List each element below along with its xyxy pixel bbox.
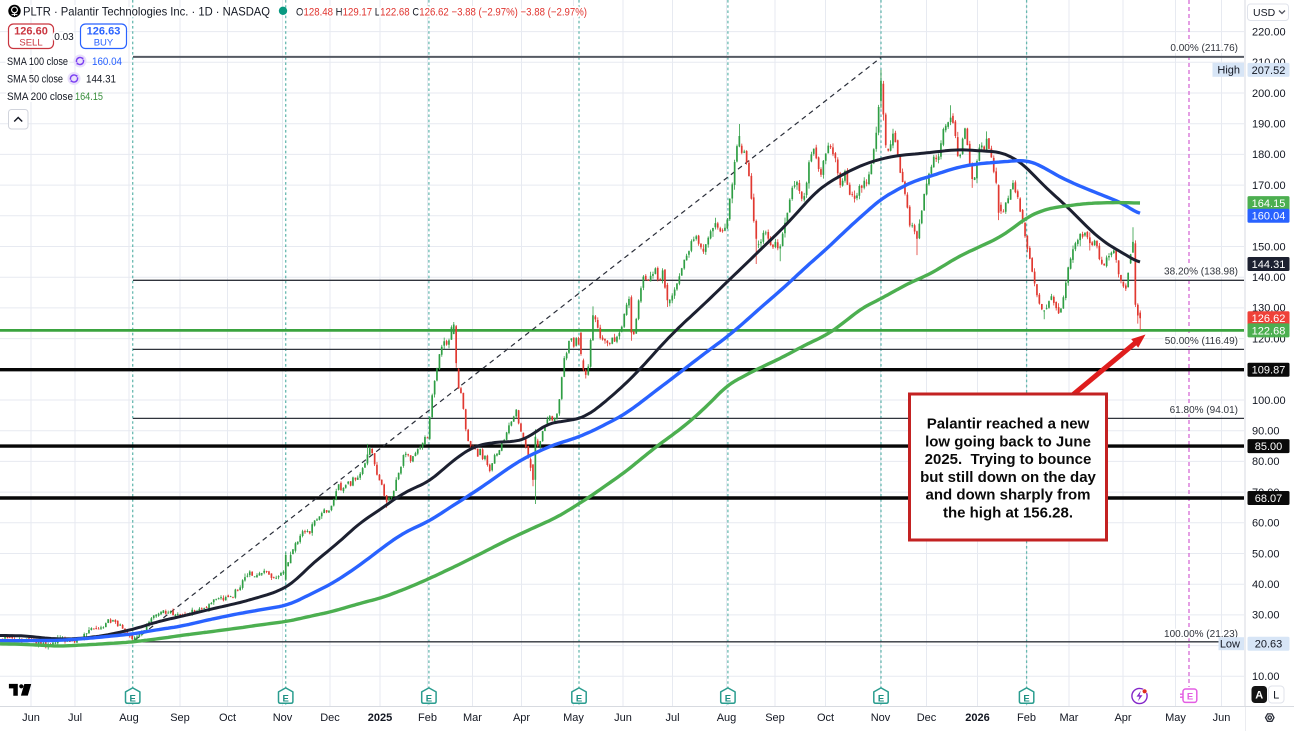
svg-text:90.00: 90.00 <box>1252 426 1280 438</box>
svg-text:50.00: 50.00 <box>1252 548 1280 560</box>
svg-text:Nov: Nov <box>273 712 293 724</box>
svg-text:E: E <box>878 693 884 704</box>
svg-text:Mar: Mar <box>1060 712 1079 724</box>
svg-text:38.20% (138.98): 38.20% (138.98) <box>1164 267 1238 278</box>
svg-text:0.03: 0.03 <box>54 32 74 43</box>
svg-text:2025: 2025 <box>368 712 392 724</box>
svg-text:109.87: 109.87 <box>1252 365 1286 377</box>
svg-text:the high at 156.28.: the high at 156.28. <box>943 505 1073 522</box>
svg-text:170.00: 170.00 <box>1252 180 1286 192</box>
svg-text:May: May <box>1165 712 1186 724</box>
svg-text:50.00% (116.49): 50.00% (116.49) <box>1165 336 1238 347</box>
svg-text:40.00: 40.00 <box>1252 579 1280 591</box>
svg-text:Jun: Jun <box>1213 712 1231 724</box>
svg-text:207.52: 207.52 <box>1252 65 1286 77</box>
svg-text:low going back to June: low going back to June <box>925 433 1091 450</box>
svg-text:Apr: Apr <box>1114 712 1131 724</box>
svg-text:E: E <box>725 693 731 704</box>
svg-text:20.63: 20.63 <box>1255 639 1283 651</box>
svg-text:180.00: 180.00 <box>1252 149 1286 161</box>
svg-text:100.00: 100.00 <box>1252 395 1286 407</box>
svg-text:E: E <box>130 693 136 704</box>
svg-text:E: E <box>1187 692 1193 703</box>
svg-text:E: E <box>1023 693 1029 704</box>
svg-text:High: High <box>1217 65 1240 77</box>
svg-text:160.04: 160.04 <box>1252 211 1286 223</box>
svg-text:164.15: 164.15 <box>75 91 103 103</box>
svg-text:126.62: 126.62 <box>1252 313 1286 325</box>
svg-text:and down sharply from: and down sharply from <box>925 487 1090 504</box>
svg-text:Aug: Aug <box>717 712 737 724</box>
svg-text:E: E <box>576 693 582 704</box>
svg-text:160.04: 160.04 <box>92 56 122 68</box>
svg-text:SMA 50 close: SMA 50 close <box>7 74 63 86</box>
svg-text:E: E <box>426 693 432 704</box>
svg-text:Jul: Jul <box>68 712 82 724</box>
svg-text:Palantir reached a new: Palantir reached a new <box>927 416 1090 433</box>
svg-text:L: L <box>1273 690 1279 702</box>
svg-text:10.00: 10.00 <box>1252 671 1280 683</box>
svg-text:60.00: 60.00 <box>1252 518 1280 530</box>
svg-text:Dec: Dec <box>917 712 937 724</box>
svg-text:2026: 2026 <box>965 712 989 724</box>
svg-text:A: A <box>1255 690 1263 702</box>
svg-text:E: E <box>283 693 289 704</box>
svg-text:126.63: 126.63 <box>87 26 121 38</box>
svg-text:85.00: 85.00 <box>1255 441 1283 453</box>
svg-text:164.15: 164.15 <box>1252 198 1286 210</box>
svg-text:O128.48 H129.17 L122.68 C126.6: O128.48 H129.17 L122.68 C126.62 −3.88 (−… <box>296 7 587 19</box>
svg-text:126.60: 126.60 <box>14 26 48 38</box>
svg-text:140.00: 140.00 <box>1252 272 1286 284</box>
svg-text:Oct: Oct <box>817 712 834 724</box>
svg-text:Jul: Jul <box>665 712 679 724</box>
svg-text:SMA 100 close: SMA 100 close <box>7 56 68 68</box>
svg-text:220.00: 220.00 <box>1252 26 1286 38</box>
svg-text:80.00: 80.00 <box>1252 456 1280 468</box>
svg-text:190.00: 190.00 <box>1252 119 1286 131</box>
svg-text:Feb: Feb <box>418 712 437 724</box>
svg-text:150.00: 150.00 <box>1252 241 1286 253</box>
svg-text:Low: Low <box>1220 639 1240 651</box>
svg-text:2025. Trying to bounce: 2025. Trying to bounce <box>925 451 1092 468</box>
svg-text:Jun: Jun <box>22 712 40 724</box>
svg-text:61.80% (94.01): 61.80% (94.01) <box>1170 405 1238 416</box>
svg-text:0.00% (211.76): 0.00% (211.76) <box>1170 43 1238 54</box>
svg-text:Apr: Apr <box>513 712 530 724</box>
svg-text:but still down on the day: but still down on the day <box>920 469 1096 486</box>
svg-text:Mar: Mar <box>463 712 482 724</box>
svg-text:Oct: Oct <box>219 712 236 724</box>
svg-text:200.00: 200.00 <box>1252 88 1286 100</box>
svg-text:BUY: BUY <box>94 38 114 49</box>
svg-text:May: May <box>563 712 584 724</box>
svg-text:144.31: 144.31 <box>86 74 116 86</box>
svg-text:Nov: Nov <box>871 712 891 724</box>
svg-text:Sep: Sep <box>170 712 190 724</box>
svg-text:122.68: 122.68 <box>1252 325 1286 337</box>
svg-text:Sep: Sep <box>765 712 785 724</box>
svg-text:68.07: 68.07 <box>1255 493 1283 505</box>
svg-text:30.00: 30.00 <box>1252 610 1280 622</box>
svg-text:Jun: Jun <box>614 712 632 724</box>
svg-text:USD: USD <box>1253 7 1276 19</box>
svg-text:SMA 200 close: SMA 200 close <box>7 91 73 103</box>
svg-text:PLTR · Palantir Technologies I: PLTR · Palantir Technologies Inc. · 1D ·… <box>23 6 270 19</box>
svg-text:144.31: 144.31 <box>1252 259 1286 271</box>
svg-text:Feb: Feb <box>1017 712 1036 724</box>
svg-text:SELL: SELL <box>19 38 42 49</box>
svg-text:Aug: Aug <box>119 712 139 724</box>
svg-text:Dec: Dec <box>320 712 340 724</box>
